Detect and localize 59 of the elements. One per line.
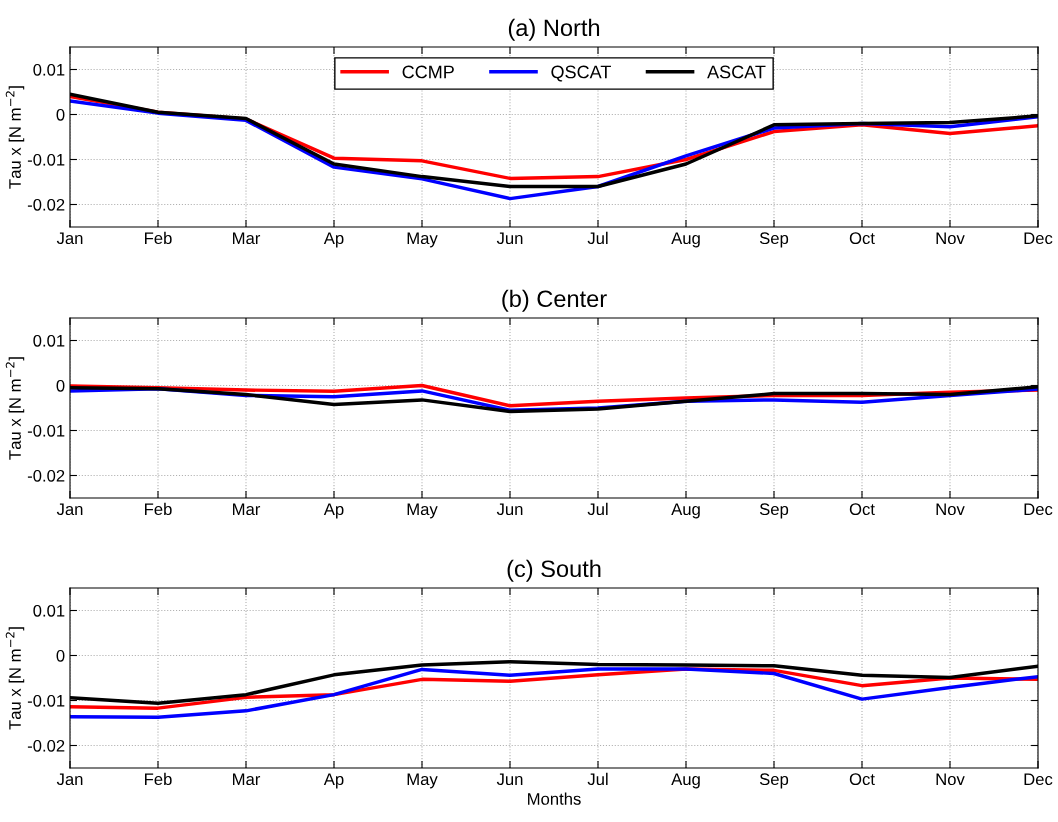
legend-label: CCMP — [402, 65, 454, 79]
x-tick-label: Dec — [1024, 232, 1053, 245]
x-tick-label: May — [407, 773, 438, 789]
x-tick-label: May — [407, 503, 438, 519]
x-tick-label: Jul — [587, 502, 608, 516]
y-tick-label: -0.02 — [27, 739, 65, 752]
x-tick-label: Mar — [233, 232, 261, 245]
chart-title: (a) North — [508, 18, 600, 41]
x-tick-label: Aug — [671, 232, 700, 248]
chart-title: (c) South — [507, 559, 601, 582]
x-tick-label: Jul — [587, 231, 608, 245]
x-tick-label: Mar — [233, 773, 261, 786]
legend-label: QSCAT — [551, 65, 611, 82]
y-axis-title: Tau x [N m$^{−2}$] — [5, 86, 25, 189]
x-tick-label: Jul — [587, 772, 608, 786]
y-tick-label: 0 — [56, 108, 65, 121]
y-tick-label: -0.02 — [27, 198, 65, 211]
y-tick-label: -0.01 — [27, 694, 65, 707]
y-tick-label: -0.01 — [27, 424, 65, 437]
x-tick-label: Ap — [323, 232, 344, 248]
x-tick-label: Oct — [849, 232, 875, 245]
x-tick-label: Feb — [145, 772, 172, 786]
y-tick-label: -0.02 — [27, 469, 65, 482]
y-tick-label: 0.01 — [33, 604, 65, 617]
x-axis-title: Months — [528, 792, 581, 805]
x-tick-label: Sep — [759, 232, 789, 248]
y-axis-title: Tau x [N m$^{−2}$] — [5, 627, 25, 730]
legend-label: ASCAT — [707, 65, 766, 79]
x-tick-label: Nov — [936, 503, 965, 516]
x-tick-label: Jun — [496, 773, 523, 786]
y-tick-label: 0 — [56, 379, 65, 392]
x-tick-label: Sep — [759, 503, 789, 519]
x-tick-label: Nov — [936, 232, 965, 245]
chart-title: (b) Center — [502, 289, 607, 312]
y-tick-label: 0.01 — [33, 334, 65, 347]
x-tick-label: Mar — [233, 503, 261, 516]
x-tick-label: Jun — [496, 503, 523, 516]
x-tick-label: Feb — [145, 231, 172, 245]
y-axis-title: Tau x [N m$^{−2}$] — [5, 357, 25, 460]
x-tick-label: Sep — [759, 773, 789, 789]
x-tick-label: May — [407, 232, 438, 248]
x-tick-label: Jun — [496, 232, 523, 245]
y-tick-label: 0.01 — [33, 63, 65, 76]
x-tick-label: Aug — [671, 503, 700, 519]
x-tick-label: Dec — [1024, 773, 1053, 786]
x-tick-label: Dec — [1024, 503, 1053, 516]
x-tick-label: Oct — [849, 773, 875, 786]
x-tick-label: Jan — [56, 503, 83, 516]
y-tick-label: 0 — [56, 649, 65, 662]
x-tick-label: Jan — [56, 773, 83, 786]
x-tick-label: Ap — [323, 503, 344, 519]
y-tick-label: -0.01 — [27, 153, 65, 166]
x-tick-label: Oct — [849, 503, 875, 516]
x-tick-label: Aug — [671, 773, 700, 789]
x-tick-label: Nov — [936, 773, 965, 786]
x-tick-label: Feb — [145, 502, 172, 516]
x-tick-label: Ap — [323, 773, 344, 789]
x-tick-label: Jan — [56, 232, 83, 245]
line-series — [70, 667, 1038, 719]
